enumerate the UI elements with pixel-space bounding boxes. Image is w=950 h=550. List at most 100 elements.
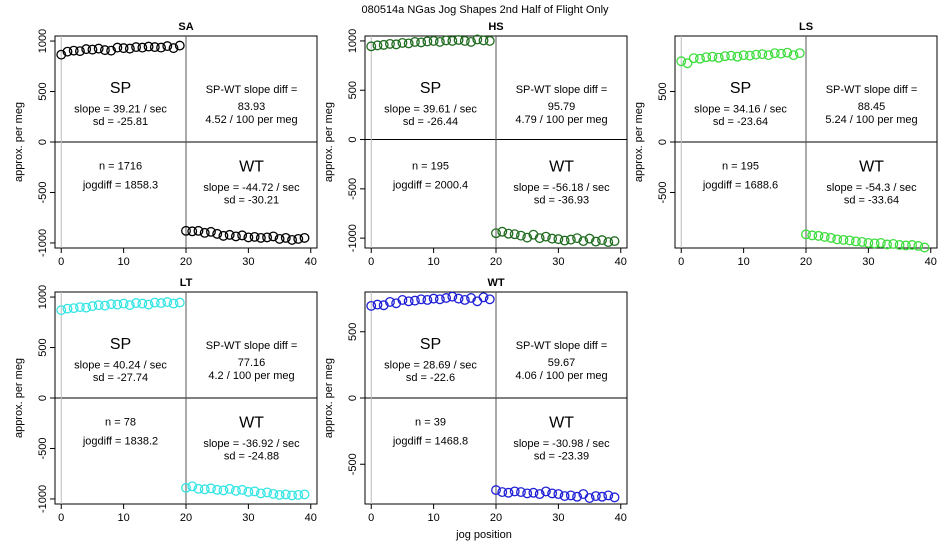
x-tick-label: 30 xyxy=(242,256,254,268)
data-point xyxy=(255,232,266,243)
y-tick-label: 500 xyxy=(347,323,359,341)
data-point xyxy=(224,229,235,240)
data-point xyxy=(428,293,439,304)
data-point xyxy=(751,49,762,60)
y-tick-label: 1000 xyxy=(347,29,359,53)
data-point xyxy=(397,37,408,48)
data-point xyxy=(776,48,786,59)
data-point xyxy=(528,487,539,498)
data-point xyxy=(919,242,930,253)
data-point xyxy=(403,38,414,49)
panel-title: SA xyxy=(178,21,193,33)
x-tick-label: 40 xyxy=(305,512,317,524)
x-tick-label: 40 xyxy=(615,512,627,524)
wt-slope-text: slope = -54.3 / sec xyxy=(826,182,917,194)
data-point xyxy=(572,233,583,244)
data-point xyxy=(237,484,248,495)
data-point xyxy=(274,489,285,500)
data-point xyxy=(863,238,874,248)
data-point xyxy=(534,233,545,244)
data-point xyxy=(584,493,595,503)
panel-title: LT xyxy=(180,277,193,289)
slope-diff-per-meg: 5.24 / 100 per meg xyxy=(825,114,917,126)
slope-diff-per-meg: 4.2 / 100 per meg xyxy=(208,370,294,382)
data-point xyxy=(199,227,210,238)
data-point xyxy=(93,43,104,54)
data-point xyxy=(181,482,191,493)
data-point xyxy=(819,231,830,242)
data-point xyxy=(230,485,241,496)
data-point xyxy=(838,234,849,245)
data-point xyxy=(484,35,495,46)
data-point xyxy=(547,488,558,499)
data-point xyxy=(540,231,551,242)
data-point xyxy=(93,300,104,311)
data-point xyxy=(726,50,737,61)
data-point xyxy=(62,46,73,57)
sp-slope-text: slope = 39.61 / sec xyxy=(384,103,477,115)
data-point xyxy=(187,481,198,492)
y-tick-label: 0 xyxy=(37,395,49,401)
x-tick-label: 20 xyxy=(800,256,812,268)
sp-label: SP xyxy=(110,80,131,97)
slope-diff-title: SP-WT slope diff = xyxy=(516,340,608,352)
wt-label: WT xyxy=(549,415,574,432)
data-point xyxy=(826,232,836,243)
data-point xyxy=(280,232,291,243)
data-point xyxy=(869,238,880,249)
x-tick-label: 20 xyxy=(180,256,192,268)
sp-sd-text: sd = -22.6 xyxy=(406,372,455,384)
data-point xyxy=(757,49,768,60)
panel-lt: LT 0 10 20 30 40 -1000 -500 0 500 1000 approx. per … xyxy=(13,277,318,524)
data-point xyxy=(274,233,285,244)
data-point xyxy=(882,239,893,250)
data-point xyxy=(409,295,420,306)
data-point xyxy=(56,305,67,316)
slope-diff-value: 77.16 xyxy=(238,357,266,369)
x-tick-label: 0 xyxy=(58,512,64,524)
sp-label: SP xyxy=(730,80,751,97)
jogdiff-text: jogdiff = 1688.6 xyxy=(702,180,778,192)
data-point xyxy=(249,231,260,242)
y-tick-label: -1000 xyxy=(37,229,49,257)
panel-ls: LS 0 10 20 30 40 -500 0 500 approx. per meg SP slop… xyxy=(633,21,938,268)
panel-title: LS xyxy=(799,21,813,33)
data-point xyxy=(218,485,229,496)
wt-slope-text: slope = -56.18 / sec xyxy=(513,182,610,194)
jogdiff-text: jogdiff = 1468.8 xyxy=(392,436,468,448)
data-point xyxy=(701,52,712,63)
y-axis-label: approx. per meg xyxy=(13,358,25,438)
data-point xyxy=(124,300,135,311)
data-point xyxy=(572,491,583,502)
figure-title: 080514a NGas Jog Shapes 2nd Half of Flig… xyxy=(361,4,609,16)
data-point xyxy=(688,53,699,64)
data-point xyxy=(262,232,273,243)
data-point xyxy=(857,236,868,247)
y-tick-label: 0 xyxy=(347,136,359,142)
slope-diff-per-meg: 4.52 / 100 per meg xyxy=(205,114,297,126)
data-point xyxy=(713,52,724,63)
data-point xyxy=(143,41,154,52)
data-point xyxy=(385,38,395,49)
data-point xyxy=(459,295,470,305)
wt-slope-text: slope = -36.92 / sec xyxy=(203,438,300,450)
y-tick-label: 1000 xyxy=(37,285,49,309)
n-text: n = 195 xyxy=(722,161,759,173)
data-point xyxy=(509,486,520,497)
data-point xyxy=(162,297,173,308)
y-tick-label: -500 xyxy=(37,181,49,203)
slope-diff-value: 95.79 xyxy=(548,101,576,113)
data-point xyxy=(106,299,117,310)
y-tick-label: 500 xyxy=(657,82,669,100)
jogdiff-text: jogdiff = 2000.4 xyxy=(392,180,468,192)
jogdiff-text: jogdiff = 1858.3 xyxy=(82,180,158,192)
data-point xyxy=(206,226,216,237)
data-point xyxy=(907,240,917,250)
data-point xyxy=(584,233,595,244)
data-point xyxy=(106,45,117,56)
data-point xyxy=(299,232,310,243)
data-point xyxy=(801,229,811,240)
data-point xyxy=(590,236,601,247)
y-tick-label: 0 xyxy=(37,139,49,145)
data-point xyxy=(193,225,204,236)
